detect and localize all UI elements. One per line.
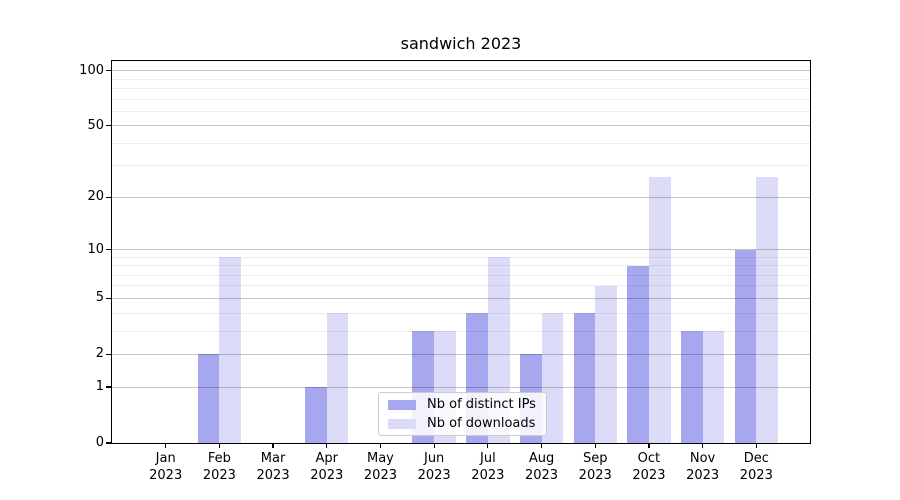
x-tick-mark	[433, 443, 435, 448]
y-tick-label: 100	[79, 62, 104, 78]
bar-nb-of-distinct-ips-apr-2023	[305, 387, 327, 443]
major-gridline	[112, 386, 810, 388]
y-tick-label: 50	[87, 117, 104, 133]
bar-nb-of-distinct-ips-dec-2023	[734, 249, 757, 443]
major-gridline	[112, 70, 810, 72]
x-tick-label: Jan 2023	[149, 451, 183, 483]
minor-gridline	[112, 312, 810, 314]
bar-nb-of-downloads-sep-2023	[595, 285, 617, 443]
legend-item-downloads: Nb of downloads	[388, 415, 538, 431]
x-tick-mark	[701, 443, 704, 448]
y-tick-mark	[106, 196, 111, 198]
bar-nb-of-distinct-ips-nov-2023	[680, 331, 703, 443]
x-tick-label: May 2023	[363, 451, 397, 483]
x-tick-label: Mar 2023	[256, 451, 290, 483]
x-tick-label: Feb 2023	[202, 451, 236, 483]
y-tick-label: 2	[95, 346, 104, 362]
major-gridline	[112, 353, 810, 355]
legend-item-distinct-ips: Nb of distinct IPs	[388, 396, 538, 412]
y-tick-mark	[106, 353, 111, 355]
x-tick-label: Sep 2023	[578, 451, 612, 483]
bar-nb-of-distinct-ips-feb-2023	[197, 354, 220, 443]
y-tick-label: 0	[95, 435, 104, 450]
bar-nb-of-distinct-ips-sep-2023	[573, 313, 596, 443]
x-tick-mark	[648, 443, 650, 448]
y-tick-label: 5	[95, 290, 104, 306]
y-tick-mark	[106, 297, 111, 300]
y-tick-mark	[106, 442, 111, 444]
legend: Nb of distinct IPs Nb of downloads	[378, 392, 547, 436]
x-tick-label: Apr 2023	[310, 451, 344, 483]
major-gridline	[112, 297, 810, 299]
x-tick-mark	[165, 443, 167, 448]
major-gridline	[112, 196, 810, 198]
x-tick-label: Jul 2023	[471, 451, 505, 483]
minor-gridline	[112, 285, 810, 287]
legend-label-downloads: Nb of downloads	[427, 415, 536, 431]
minor-gridline	[112, 87, 810, 89]
y-tick-mark	[106, 125, 111, 127]
major-gridline	[112, 249, 810, 250]
bar-nb-of-downloads-oct-2023	[648, 177, 671, 443]
x-tick-mark	[755, 443, 757, 448]
minor-gridline	[112, 78, 810, 80]
minor-gridline	[112, 330, 810, 332]
major-gridline	[112, 125, 810, 127]
y-tick-mark	[106, 69, 111, 72]
x-tick-mark	[540, 443, 543, 448]
bar-nb-of-downloads-nov-2023	[702, 331, 725, 443]
y-tick-label: 20	[87, 189, 104, 205]
minor-gridline	[112, 165, 810, 167]
legend-swatch-downloads	[388, 418, 416, 429]
x-tick-label: Nov 2023	[686, 451, 720, 483]
x-tick-mark	[326, 443, 328, 448]
bar-nb-of-downloads-apr-2023	[326, 313, 349, 443]
x-tick-mark	[379, 443, 382, 448]
minor-gridline	[112, 274, 810, 276]
minor-gridline	[112, 142, 810, 144]
legend-label-distinct-ips: Nb of distinct IPs	[427, 396, 536, 412]
x-tick-label: Aug 2023	[524, 451, 559, 483]
x-tick-mark	[594, 443, 596, 448]
bar-nb-of-downloads-feb-2023	[219, 257, 242, 443]
x-tick-label: Jun 2023	[417, 451, 451, 483]
bar-nb-of-downloads-dec-2023	[756, 177, 778, 443]
legend-swatch-distinct-ips	[388, 399, 416, 410]
minor-gridline	[112, 110, 810, 112]
x-tick-label: Dec 2023	[739, 451, 773, 483]
minor-gridline	[112, 256, 810, 258]
minor-gridline	[112, 265, 810, 267]
x-tick-mark	[272, 443, 274, 448]
y-tick-mark	[106, 248, 111, 251]
y-tick-label: 1	[95, 379, 104, 395]
bar-nb-of-distinct-ips-oct-2023	[627, 265, 649, 443]
x-tick-label: Oct 2023	[632, 451, 666, 483]
chart-title: sandwich 2023	[400, 34, 522, 53]
minor-gridline	[112, 98, 810, 100]
x-tick-mark	[218, 443, 221, 448]
x-tick-mark	[487, 443, 489, 448]
y-tick-label: 10	[87, 241, 104, 257]
y-tick-mark	[106, 386, 111, 388]
